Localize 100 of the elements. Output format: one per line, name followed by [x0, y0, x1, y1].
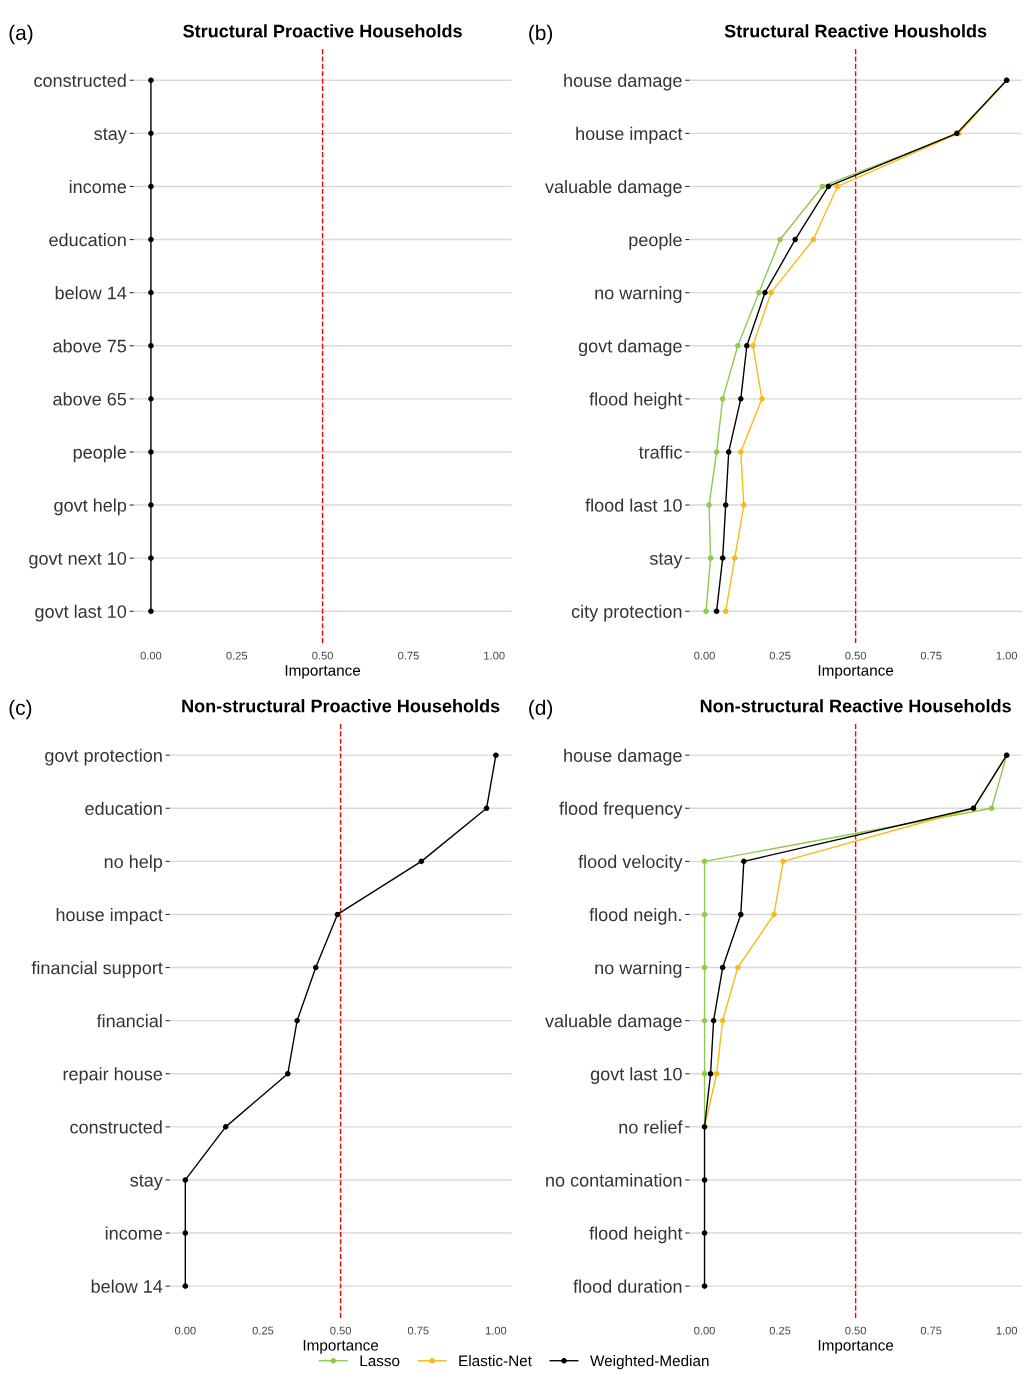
y-tick-label: repair house — [63, 1067, 163, 1085]
y-tick-label: city protection — [571, 604, 682, 622]
point — [701, 1283, 708, 1289]
y-tick-label: flood neigh. — [589, 907, 681, 925]
point — [294, 1017, 300, 1024]
point — [735, 964, 741, 971]
y-tick-label: no warning — [595, 286, 682, 303]
point — [701, 964, 708, 971]
point — [741, 502, 747, 508]
y-tick-label: govt help — [54, 498, 127, 516]
x-axis-title: Importance — [818, 665, 894, 679]
point — [182, 1177, 189, 1183]
point — [759, 396, 765, 402]
y-tick-label: financial — [96, 1014, 162, 1028]
text: (b) — [529, 24, 553, 45]
chart-title: Structural Proactive Households — [183, 24, 462, 38]
point — [701, 1017, 708, 1024]
y-tick-label: flood height — [589, 1226, 683, 1244]
chart-title: Non-structural Reactive Households — [700, 699, 1011, 713]
point — [701, 1177, 708, 1183]
text: (a) — [9, 24, 33, 45]
point — [777, 236, 783, 243]
x-tick-label: 0.50 — [312, 651, 333, 660]
x-tick-label: 0.00 — [140, 651, 162, 660]
y-tick-label: no relief — [619, 1120, 683, 1134]
x-tick-label: 0.75 — [398, 651, 419, 660]
y-tick-label: below 14 — [55, 286, 127, 300]
point — [710, 1017, 717, 1024]
point — [312, 964, 319, 971]
y-tick-label: stay — [649, 553, 683, 569]
point — [988, 805, 995, 812]
legend-label: Elastic-Net — [459, 1355, 532, 1367]
point — [819, 183, 826, 190]
y-tick-label: no warning — [595, 961, 682, 978]
x-axis-title: Importance — [818, 1340, 894, 1354]
y-tick-label: education — [49, 233, 126, 247]
point — [792, 236, 798, 243]
chart-title: Structural Reactive Housholds — [724, 24, 987, 38]
point — [182, 1230, 189, 1236]
x-tick-label: 0.75 — [407, 1326, 429, 1335]
y-tick-label: no contamination — [546, 1173, 682, 1187]
point — [825, 183, 832, 190]
x-tick-label: 0.25 — [226, 651, 248, 660]
point — [744, 342, 750, 349]
point — [706, 502, 712, 508]
y-tick-label: above 75 — [53, 339, 127, 353]
x-tick-label: 0.75 — [920, 651, 942, 660]
point — [701, 1070, 708, 1077]
point — [182, 1283, 189, 1289]
y-tick-label: above 65 — [53, 392, 127, 406]
point — [731, 555, 738, 561]
y-tick-label: income — [105, 1226, 163, 1240]
x-tick-label: 0.50 — [330, 1326, 351, 1335]
y-tick-label: house damage — [564, 73, 682, 91]
y-tick-label: govt next 10 — [29, 552, 127, 569]
point — [722, 608, 729, 615]
point — [750, 342, 756, 349]
point — [701, 911, 708, 918]
y-tick-label: house impact — [56, 907, 163, 925]
y-tick-label: people — [629, 233, 682, 250]
y-tick-label: govt damage — [578, 339, 682, 357]
legend-label: Weighted-Median — [590, 1355, 709, 1370]
x-tick-label: 0.25 — [769, 651, 791, 660]
x-tick-label: 0.50 — [845, 1326, 866, 1335]
point — [719, 1017, 726, 1024]
point — [493, 752, 499, 758]
x-tick-label: 1.00 — [485, 1326, 507, 1335]
chart-title: Non-structural Proactive Households — [182, 699, 500, 713]
y-tick-label: govt last 10 — [35, 604, 127, 622]
point — [741, 858, 747, 865]
x-tick-label: 0.00 — [174, 1326, 196, 1335]
text: (d) — [529, 699, 553, 720]
y-tick-label: stay — [130, 1174, 163, 1191]
y-tick-label: financial support — [31, 961, 163, 978]
point — [483, 805, 490, 812]
point — [713, 1070, 720, 1077]
y-tick-label: flood duration — [573, 1279, 682, 1293]
point — [703, 608, 709, 615]
point — [701, 858, 708, 865]
point — [780, 858, 786, 865]
y-tick-label: house impact — [576, 126, 683, 144]
point — [707, 555, 714, 561]
y-tick-label: flood velocity — [578, 854, 683, 872]
point — [738, 911, 744, 918]
y-tick-label: flood frequency — [559, 801, 683, 819]
y-tick-label: education — [85, 801, 162, 815]
legend-label: Lasso — [360, 1355, 400, 1367]
x-tick-label: 0.25 — [252, 1326, 274, 1335]
point — [738, 396, 744, 402]
y-tick-label: people — [73, 445, 127, 463]
point — [735, 342, 741, 349]
x-tick-label: 0.25 — [769, 1326, 791, 1335]
y-tick-label: govt protection — [45, 748, 162, 766]
point — [222, 1124, 229, 1130]
y-tick-label: income — [69, 179, 127, 194]
y-tick-label: valuable damage — [545, 179, 682, 197]
x-tick-label: 0.00 — [694, 1326, 715, 1335]
point — [771, 911, 777, 918]
y-tick-label: valuable damage — [545, 1014, 682, 1031]
point — [725, 449, 732, 455]
